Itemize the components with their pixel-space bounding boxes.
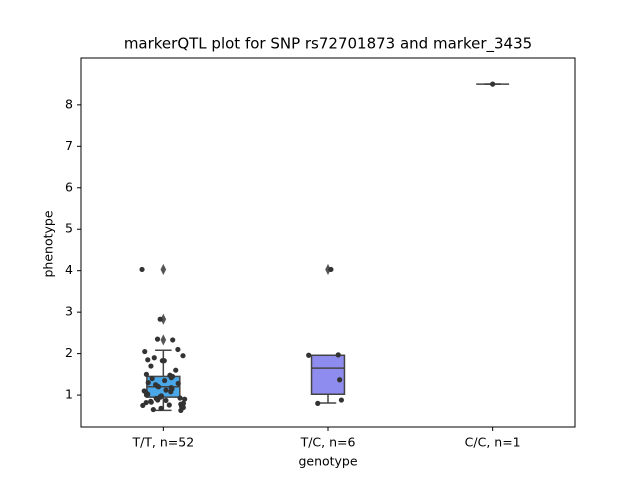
chart-title: markerQTL plot for SNP rs72701873 and ma… bbox=[124, 35, 532, 54]
y-tick-label: 8 bbox=[65, 96, 73, 111]
data-point bbox=[143, 399, 149, 406]
x-tick-label: T/C, n=6 bbox=[300, 435, 356, 450]
data-point bbox=[157, 316, 163, 322]
data-point bbox=[151, 355, 157, 361]
data-point bbox=[175, 346, 181, 353]
data-point bbox=[166, 402, 172, 408]
data-point bbox=[173, 367, 179, 373]
outlier bbox=[160, 263, 167, 276]
data-point bbox=[145, 380, 151, 386]
data-point bbox=[335, 352, 341, 358]
data-point bbox=[338, 397, 344, 403]
y-tick-label: 2 bbox=[65, 345, 73, 360]
data-point bbox=[155, 384, 162, 390]
data-point bbox=[150, 406, 156, 413]
outlier bbox=[160, 334, 167, 346]
data-point bbox=[490, 81, 496, 87]
data-point bbox=[154, 336, 161, 342]
x-axis-label: genotype bbox=[298, 454, 357, 469]
data-point bbox=[175, 380, 181, 387]
y-tick-label: 1 bbox=[65, 387, 73, 402]
data-point bbox=[168, 375, 174, 381]
data-point bbox=[180, 353, 186, 359]
data-point bbox=[155, 397, 161, 403]
data-point bbox=[142, 348, 148, 355]
data-point bbox=[178, 407, 184, 414]
y-tick-label: 3 bbox=[65, 304, 73, 319]
y-axis-label: phenotype bbox=[41, 210, 56, 277]
data-point bbox=[177, 395, 183, 401]
data-point bbox=[143, 371, 150, 377]
data-point bbox=[159, 358, 165, 364]
x-tick-label: T/T, n=52 bbox=[131, 435, 194, 450]
y-tick-label: 5 bbox=[65, 221, 73, 236]
data-point bbox=[143, 392, 150, 398]
data-point bbox=[182, 396, 188, 402]
data-point bbox=[170, 337, 176, 343]
data-point bbox=[149, 375, 155, 382]
data-point bbox=[328, 266, 334, 273]
outlier bbox=[325, 263, 331, 276]
box bbox=[310, 354, 346, 395]
x-tick-label: C/C, n=1 bbox=[465, 435, 521, 450]
y-tick-label: 4 bbox=[65, 262, 73, 277]
data-point bbox=[315, 400, 321, 406]
data-point bbox=[337, 377, 343, 383]
data-point bbox=[148, 363, 154, 369]
data-point bbox=[168, 389, 174, 395]
y-tick-label: 6 bbox=[65, 179, 73, 194]
data-point bbox=[158, 405, 164, 411]
data-point bbox=[139, 266, 145, 273]
data-point bbox=[306, 352, 312, 358]
data-point bbox=[163, 387, 169, 393]
data-point bbox=[140, 402, 146, 409]
outlier bbox=[160, 313, 167, 325]
data-point bbox=[145, 357, 151, 363]
y-tick-label: 7 bbox=[65, 138, 73, 153]
data-point bbox=[163, 397, 169, 404]
data-point bbox=[148, 399, 154, 405]
data-point bbox=[162, 377, 168, 384]
